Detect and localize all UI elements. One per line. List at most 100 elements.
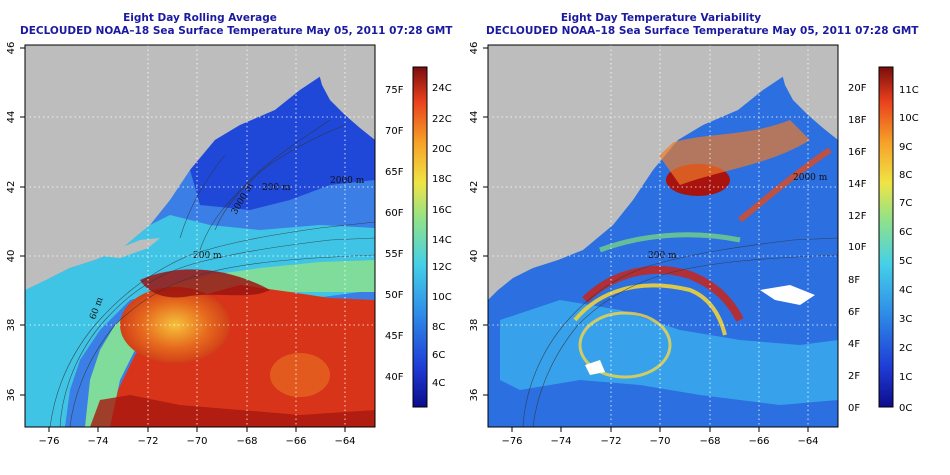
left-long-island <box>100 238 160 258</box>
left-map: 200 m 2000 m 60 m 200 m 3000 m <box>25 45 375 427</box>
right-xtick-5: −66 <box>748 436 769 447</box>
left-colorbar <box>412 66 428 408</box>
left-cbar-f-5: 50F <box>385 290 404 301</box>
right-cbar-c-3: 8C <box>899 170 912 181</box>
right-ytick-44: 44 <box>469 111 480 124</box>
left-cbar-c-8: 8C <box>432 322 445 333</box>
right-cbar-f-4: 12F <box>848 211 867 222</box>
right-ytick-36: 36 <box>469 389 480 402</box>
left-xtick-6: −64 <box>334 436 355 447</box>
right-cloud-mask <box>760 285 815 305</box>
left-cbar-f-2: 65F <box>385 167 404 178</box>
left-south-warm <box>90 395 375 427</box>
left-axis-y: 46 44 42 40 38 36 <box>6 42 25 402</box>
left-contour-label-200m: 200 m <box>193 251 222 261</box>
left-axis-x: −76 −74 −72 −70 −68 −66 −64 <box>38 427 356 447</box>
right-xtick-3: −70 <box>649 436 670 447</box>
left-ytick-42: 42 <box>6 181 17 194</box>
right-axis-x: −76 −74 −72 −70 −68 −66 −64 <box>501 427 819 447</box>
left-cbar-c-10: 4C <box>432 378 445 389</box>
right-ytick-46: 46 <box>469 42 480 55</box>
left-cbar-c-6: 12C <box>432 262 452 273</box>
left-hot-core <box>270 353 330 397</box>
right-cbar-f-6: 8F <box>848 275 860 286</box>
right-xtick-2: −72 <box>600 436 621 447</box>
left-darkred-filament <box>140 269 270 298</box>
left-colorbar-c-labels: 24C 22C 20C 18C 16C 14C 12C 10C 8C 6C 4C <box>432 83 452 389</box>
right-map: 200 m 2000 m <box>488 45 838 427</box>
right-xtick-6: −64 <box>797 436 818 447</box>
right-ytick-40: 40 <box>469 250 480 263</box>
left-nova-scotia <box>318 45 375 140</box>
left-cbar-f-3: 60F <box>385 208 404 219</box>
right-coast-land <box>488 45 808 282</box>
right-colorbar-c-labels: 11C 10C 9C 8C 7C 6C 5C 4C 3C 2C 1C 0C <box>899 85 919 414</box>
right-cbar-c-4: 7C <box>899 198 912 209</box>
left-coast-land <box>25 45 345 282</box>
right-cbar-c-7: 4C <box>899 285 912 296</box>
left-cbar-c-0: 24C <box>432 83 452 94</box>
right-cbar-c-11: 0C <box>899 403 912 414</box>
right-cbar-c-6: 5C <box>899 256 912 267</box>
left-map-frame <box>24 44 376 428</box>
right-bathymetry-contours <box>522 237 838 427</box>
left-cbar-c-9: 6C <box>432 350 445 361</box>
left-cbar-c-4: 16C <box>432 205 452 216</box>
left-xtick-1: −74 <box>87 436 108 447</box>
right-cbar-f-0: 20F <box>848 83 867 94</box>
left-bathymetry-contours <box>49 119 375 427</box>
left-cbar-c-3: 18C <box>432 174 452 185</box>
left-xtick-5: −66 <box>285 436 306 447</box>
left-cbar-f-6: 45F <box>385 331 404 342</box>
left-title-line1: Eight Day Rolling Average <box>123 12 277 24</box>
left-cbar-c-1: 22C <box>432 114 452 125</box>
right-xtick-1: −74 <box>550 436 571 447</box>
left-cbar-c-7: 10C <box>432 292 452 303</box>
right-eddy-outline <box>578 311 672 379</box>
left-ytick-36: 36 <box>6 389 17 402</box>
right-cbar-f-3: 14F <box>848 179 867 190</box>
right-contour-label-200m: 200 m <box>648 251 677 261</box>
right-cbar-f-7: 6F <box>848 307 860 318</box>
left-graticule <box>25 45 375 427</box>
right-cbar-c-1: 10C <box>899 113 919 124</box>
left-title: Eight Day Rolling Average DECLOUDED NOAA… <box>20 12 453 38</box>
left-xtick-3: −70 <box>186 436 207 447</box>
left-cbar-f-7: 40F <box>385 372 404 383</box>
left-ytick-44: 44 <box>6 111 17 124</box>
left-ytick-46: 46 <box>6 42 17 55</box>
right-cbar-c-10: 1C <box>899 372 912 383</box>
right-cbar-f-5: 10F <box>848 242 867 253</box>
right-cbar-c-8: 3C <box>899 314 912 325</box>
right-graticule <box>488 45 838 427</box>
left-xtick-0: −76 <box>38 436 59 447</box>
left-title-line2: DECLOUDED NOAA–18 Sea Surface Temperatur… <box>20 25 453 37</box>
right-title-line2: DECLOUDED NOAA–18 Sea Surface Temperatur… <box>486 25 919 37</box>
left-ytick-38: 38 <box>6 319 17 332</box>
right-cbar-f-2: 16F <box>848 147 867 158</box>
right-colorbar <box>878 66 894 408</box>
right-cbar-c-0: 11C <box>899 85 919 96</box>
left-cbar-c-2: 20C <box>432 144 452 155</box>
left-xtick-4: −68 <box>236 436 257 447</box>
right-cloud-mask-2 <box>585 360 605 375</box>
right-axis-y: 46 44 42 40 38 36 <box>469 42 488 402</box>
left-xtick-2: −72 <box>137 436 158 447</box>
right-title: Eight Day Temperature Variability DECLOU… <box>486 12 919 38</box>
left-contour-label-2000m: 2000 m <box>330 176 365 186</box>
left-contour-label-200m-b: 200 m <box>262 183 291 193</box>
right-variability-band-yellow <box>573 283 727 336</box>
right-shelf-orange <box>655 120 810 185</box>
right-cbar-c-9: 2C <box>899 343 912 354</box>
right-cbar-f-10: 0F <box>848 403 860 414</box>
right-ytick-38: 38 <box>469 319 480 332</box>
right-cbar-c-5: 6C <box>899 227 912 238</box>
left-cbar-f-4: 55F <box>385 249 404 260</box>
right-map-frame <box>487 44 839 428</box>
right-green-streak <box>599 232 741 253</box>
right-contour-label-2000m: 2000 m <box>793 173 828 183</box>
right-title-line1: Eight Day Temperature Variability <box>560 12 762 24</box>
right-xtick-0: −76 <box>501 436 522 447</box>
right-nova-scotia <box>781 45 838 140</box>
